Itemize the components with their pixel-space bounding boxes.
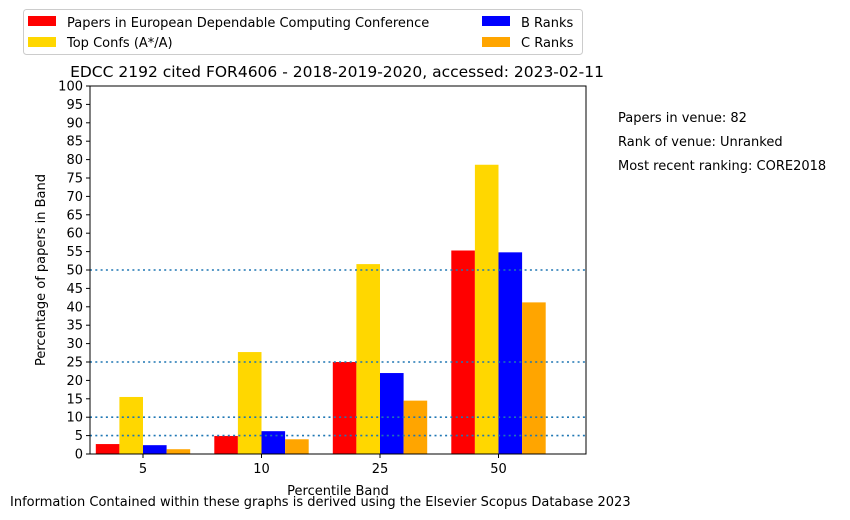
legend-swatch-top-confs-a-a-: [28, 37, 56, 47]
bar-b-ranks-5: [143, 445, 167, 454]
y-tick-label-20: 20: [66, 374, 83, 389]
chart-title: EDCC 2192 cited FOR4606 - 2018-2019-2020…: [70, 63, 604, 81]
y-tick-label-50: 50: [66, 264, 83, 279]
y-tick-label-55: 55: [66, 245, 83, 260]
y-axis-label: Percentage of papers in Band: [34, 174, 49, 366]
plot-area: 0 5 10 15 20 25 30 35 40 45 50 55 60 65 70 75 80 85 90 95 10…: [58, 80, 587, 477]
bar-papers-in-european-dependable-computing-conference-25: [332, 362, 357, 454]
bar-b-ranks-25: [380, 373, 404, 454]
x-tick-label-5: 5: [139, 462, 147, 477]
legend-swatch-b-ranks: [482, 16, 510, 26]
y-tick-label-65: 65: [66, 208, 83, 223]
y-tick-label-70: 70: [66, 190, 83, 205]
rank-of-venue-text: Rank of venue: Unranked: [618, 135, 783, 150]
y-tick-label-60: 60: [66, 227, 83, 242]
y-tick-label-0: 0: [75, 448, 83, 463]
y-tick-label-75: 75: [66, 172, 83, 187]
x-tick-label-50: 50: [490, 462, 507, 477]
bar-top-confs-a-a--50: [474, 164, 499, 454]
y-tick-label-30: 30: [66, 337, 83, 352]
x-tick-label-25: 25: [372, 462, 389, 477]
bar-top-confs-a-a--5: [119, 396, 143, 454]
bar-c-ranks-50: [522, 302, 546, 454]
legend-label-papers-in-european-dependable-computing-conference: Papers in European Dependable Computing …: [67, 16, 429, 31]
bar-c-ranks-25: [403, 400, 428, 454]
bar-papers-in-european-dependable-computing-conference-5: [95, 444, 120, 454]
y-tick-label-10: 10: [66, 411, 83, 426]
y-tick-label-100: 100: [58, 80, 83, 95]
y-tick-label-85: 85: [66, 135, 83, 150]
y-tick-label-45: 45: [66, 282, 83, 297]
most-recent-ranking-text: Most recent ranking: CORE2018: [618, 159, 827, 174]
bar-c-ranks-10: [285, 439, 309, 454]
x-axis-label: Percentile Band: [287, 484, 389, 499]
y-tick-label-25: 25: [66, 356, 83, 371]
bar-b-ranks-50: [498, 252, 523, 454]
legend-label-top-confs-a-a-: Top Confs (A*/A): [66, 36, 173, 51]
x-tick-label-10: 10: [253, 462, 270, 477]
y-tick-label-15: 15: [66, 392, 83, 407]
y-tick-label-35: 35: [66, 319, 83, 334]
legend-swatch-papers-in-european-dependable-computing-conference: [28, 16, 56, 26]
y-tick-label-5: 5: [75, 429, 83, 444]
bar-top-confs-a-a--10: [237, 352, 262, 454]
legend-frame: [23, 9, 583, 55]
y-tick-label-80: 80: [66, 153, 83, 168]
legend-label-b-ranks: B Ranks: [521, 16, 574, 31]
y-tick-label-90: 90: [66, 116, 83, 131]
y-tick-label-95: 95: [66, 98, 83, 113]
bar-b-ranks-10: [261, 431, 286, 454]
papers-in-venue-text: Papers in venue: 82: [618, 111, 747, 126]
bar-papers-in-european-dependable-computing-conference-10: [214, 435, 238, 454]
bar-papers-in-european-dependable-computing-conference-50: [451, 250, 475, 454]
legend-swatch-c-ranks: [482, 37, 510, 47]
legend: Papers in European Dependable Computing …: [23, 9, 583, 55]
legend-label-c-ranks: C Ranks: [521, 36, 574, 51]
y-tick-label-40: 40: [66, 300, 83, 315]
data-source-footer: Information Contained within these graph…: [10, 495, 631, 510]
bar-c-ranks-5: [166, 449, 191, 454]
bar-top-confs-a-a--25: [356, 264, 380, 454]
